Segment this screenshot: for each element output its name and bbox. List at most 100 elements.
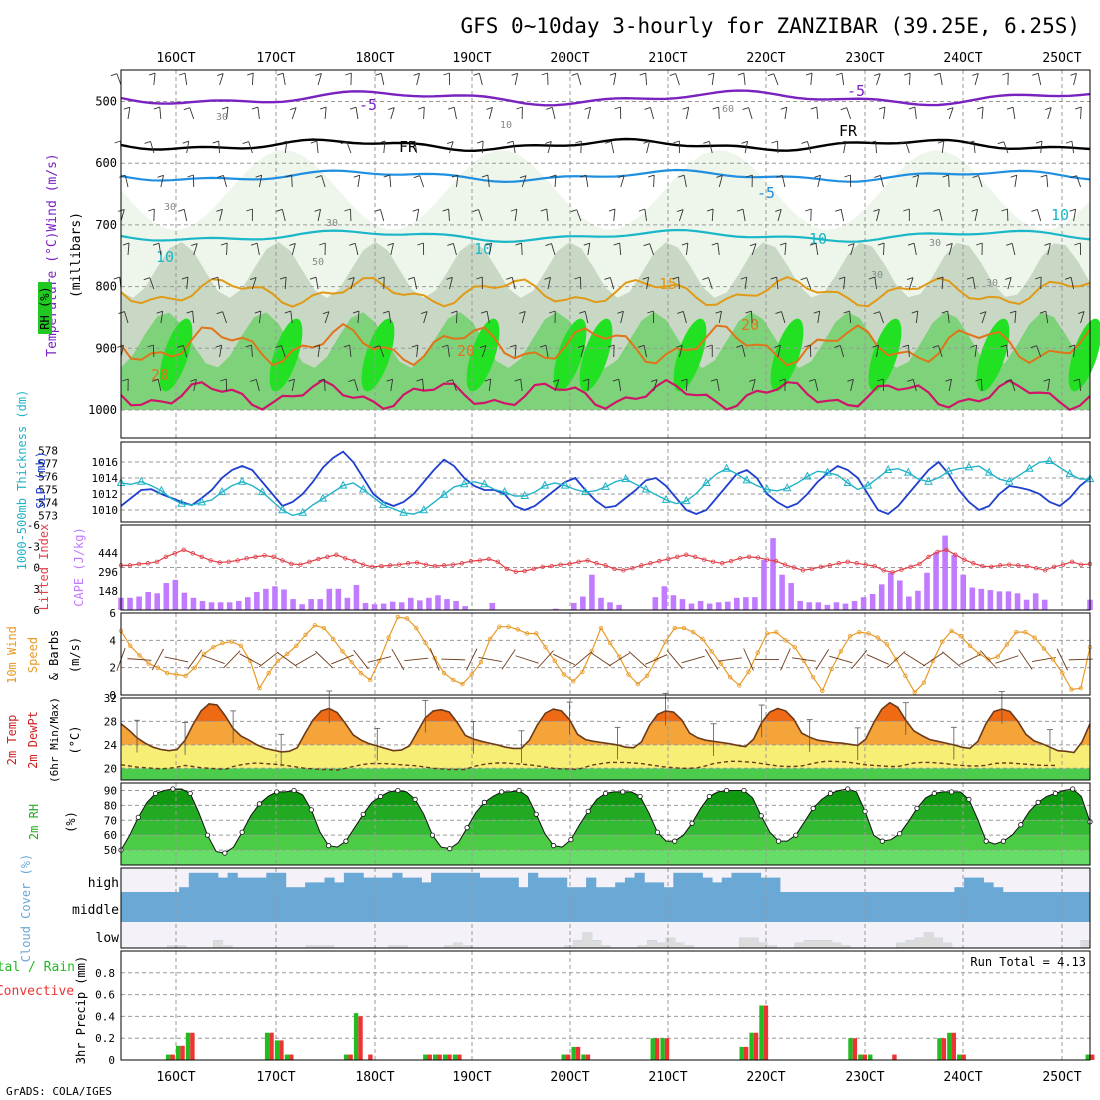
- cloud-bar-middle: [547, 892, 558, 922]
- lifted-index-marker: [773, 558, 779, 564]
- cloud-bar-middle: [140, 892, 151, 922]
- date-label-bottom: 16OCT: [156, 1070, 195, 1085]
- wind-barb-flag: [413, 175, 420, 179]
- cloud-bar-high: [605, 887, 616, 892]
- cloud-bar-middle: [750, 892, 762, 922]
- cloud-low-bar: [933, 937, 943, 948]
- wind-barb: [1003, 141, 1009, 154]
- slp-tick-label: 1010: [92, 504, 119, 517]
- cloud-bar-middle: [363, 892, 374, 922]
- cloud-low-bar: [462, 945, 473, 948]
- wind-barb-flag: [254, 310, 261, 314]
- wind-barb: [1073, 73, 1077, 86]
- wind-barb-10m: [1018, 649, 1033, 670]
- wind-barb: [653, 379, 658, 392]
- rh-panel-frame: [120, 782, 1091, 866]
- date-label-top: 23OCT: [845, 51, 884, 66]
- cloud-low-bar: [397, 945, 408, 948]
- wind-speed-marker: [164, 670, 170, 676]
- cloud-bar-high: [285, 887, 296, 892]
- lifted-index-marker: [343, 556, 348, 561]
- cloud-bar-middle: [789, 892, 800, 922]
- thickness-marker: [560, 480, 570, 489]
- wind-barb: [554, 379, 560, 392]
- cloud-bar-high: [586, 877, 597, 892]
- wind-barb-flag: [1069, 208, 1076, 212]
- cloud-bar-middle: [847, 892, 858, 922]
- wind-barb-flag: [749, 378, 756, 382]
- wind-barb: [711, 73, 715, 86]
- wind-barb-10m: [886, 651, 906, 668]
- cape-bar: [398, 602, 405, 610]
- wind-barb-10m: [164, 656, 189, 663]
- contour-label: 30: [929, 238, 941, 249]
- wind-barb: [646, 141, 650, 154]
- cloud-bar-middle: [421, 892, 432, 922]
- wind-barb-flag: [672, 276, 679, 280]
- wind-barb-10m: [829, 655, 853, 664]
- cape-bar: [724, 601, 731, 610]
- lifted-index-marker: [854, 561, 859, 566]
- wind-barb-flag: [1002, 72, 1009, 76]
- wind-speed-marker: [598, 625, 604, 631]
- thickness-marker: [762, 484, 772, 493]
- wind-barb-flag: [249, 277, 257, 281]
- cloud-bar-middle: [702, 892, 713, 922]
- cloud-bar-high: [527, 872, 539, 892]
- wind-speed-marker: [1041, 646, 1047, 651]
- cloud-bar-middle: [518, 892, 529, 922]
- wind-barb: [158, 243, 162, 256]
- wind-barb: [193, 243, 198, 256]
- cloud-bar-high: [683, 872, 694, 892]
- precip-tick-label: 0.2: [95, 1032, 115, 1045]
- wind-barb-flag: [546, 106, 553, 110]
- wind-barb-flag: [319, 242, 326, 246]
- cape-bar: [462, 606, 468, 610]
- wind-barb-10m: [294, 653, 317, 666]
- cloud-panel-frame: [120, 867, 1091, 949]
- wind-barb-flag: [1005, 277, 1012, 280]
- temp-panel-frame: [120, 697, 1091, 781]
- wind-barb-flag: [217, 73, 224, 77]
- wind-barb-flag: [681, 242, 689, 246]
- wind-barb: [743, 73, 746, 86]
- wind-barb-flag: [143, 277, 150, 281]
- precip-tick-label: 0.4: [95, 1010, 115, 1023]
- wind-barb: [717, 243, 720, 256]
- wind-barb-flag: [177, 345, 184, 348]
- lifted-index-marker: [621, 568, 626, 573]
- cloud-bar-middle: [227, 892, 238, 922]
- lifted-index-marker: [217, 560, 222, 565]
- wind-barb: [974, 73, 979, 86]
- wind-barb: [773, 73, 779, 86]
- wind-barb: [874, 277, 877, 290]
- contour-label: 10: [1051, 206, 1069, 224]
- wind-barb-flag: [810, 106, 817, 110]
- cloud-bar-middle: [343, 892, 355, 922]
- wind-barb: [422, 379, 425, 392]
- cloud-bar-high: [557, 877, 568, 892]
- cape-bar: [245, 597, 251, 610]
- lifted-index-marker: [693, 554, 698, 560]
- wind-barb-flag: [186, 310, 193, 314]
- precip-total-bar: [344, 1054, 349, 1060]
- cloud-bar-high: [305, 882, 316, 892]
- cloud-bar-middle: [246, 892, 258, 922]
- thickness-marker: [843, 477, 853, 486]
- wind-barb-flag: [1045, 107, 1052, 110]
- cloud-bar-high: [392, 872, 403, 892]
- thickness-marker: [237, 476, 247, 485]
- wind-speed-marker: [635, 681, 640, 687]
- wind-barb: [248, 141, 253, 154]
- wind-speed-marker: [857, 629, 862, 635]
- cape-bar: [136, 596, 142, 610]
- cloud-bar-middle: [828, 892, 839, 922]
- wind-barb: [718, 106, 720, 120]
- cape-bar: [688, 603, 695, 610]
- li-tick-label: -3: [27, 540, 40, 553]
- temp-contour-5: [120, 168, 1091, 184]
- cape-bar: [190, 597, 197, 610]
- wind-barb-flag: [706, 344, 713, 348]
- cape-bar: [1005, 591, 1012, 610]
- cape-bar: [154, 593, 161, 610]
